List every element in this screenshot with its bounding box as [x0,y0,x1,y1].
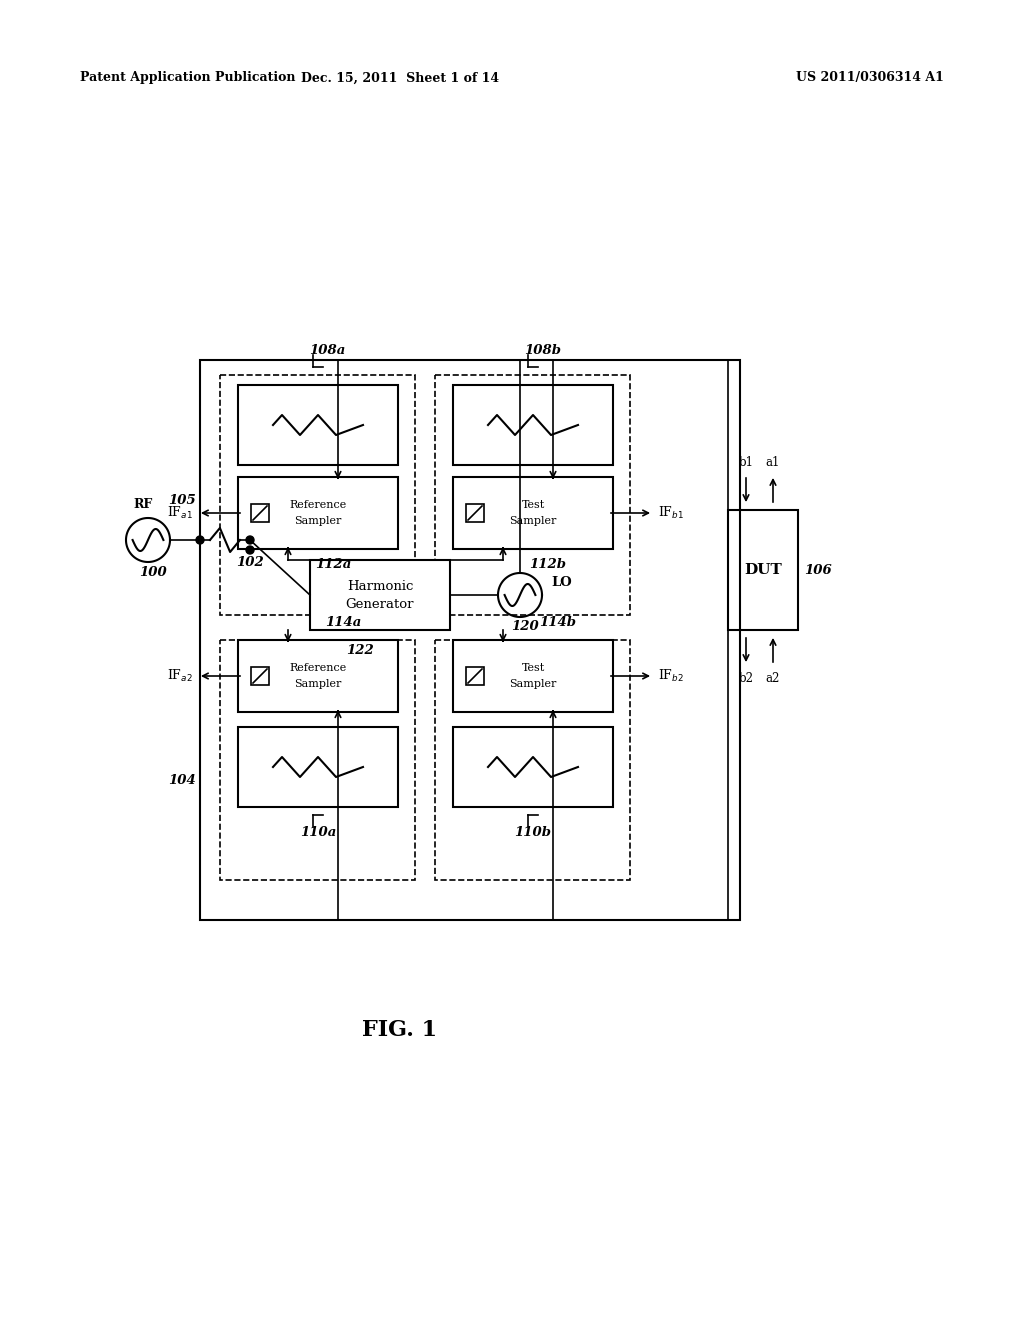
Bar [435,640,630,880]
Text: DUT: DUT [744,564,782,577]
Text: RF: RF [133,499,153,511]
Text: 108b: 108b [524,343,561,356]
Text: 114a: 114a [325,615,361,628]
Bar [220,640,415,880]
Text: Dec. 15, 2011  Sheet 1 of 14: Dec. 15, 2011 Sheet 1 of 14 [301,71,499,84]
Text: 110b: 110b [514,825,552,838]
Text: FIG. 1: FIG. 1 [362,1019,437,1041]
Text: 112a: 112a [314,557,351,570]
Text: a1: a1 [766,455,780,469]
Bar [466,504,484,521]
Circle shape [196,536,204,544]
Bar [238,640,398,711]
Text: 106: 106 [804,564,831,577]
Text: 105: 105 [168,494,196,507]
Text: Reference: Reference [290,663,347,673]
Text: Sampler: Sampler [294,516,342,525]
Text: 100: 100 [139,565,167,578]
Text: 104: 104 [168,774,196,787]
Bar [453,477,613,549]
Bar [238,727,398,807]
Text: Sampler: Sampler [509,678,557,689]
Text: IF$_{a1}$: IF$_{a1}$ [167,506,193,521]
Text: LO: LO [552,577,572,590]
Text: a2: a2 [766,672,780,685]
Bar [238,477,398,549]
Text: 122: 122 [346,644,374,656]
Text: b1: b1 [738,455,754,469]
Text: Sampler: Sampler [509,516,557,525]
Text: 108a: 108a [309,343,346,356]
Text: 102: 102 [237,556,264,569]
Text: IF$_{b1}$: IF$_{b1}$ [658,506,684,521]
Text: 110a: 110a [300,825,336,838]
Bar [251,504,269,521]
Bar [728,510,798,630]
Bar [238,385,398,465]
Text: Test: Test [521,500,545,510]
Bar [466,667,484,685]
Bar [453,640,613,711]
Text: Sampler: Sampler [294,678,342,689]
Bar [220,375,415,615]
Text: Generator: Generator [346,598,415,610]
Text: 114b: 114b [540,615,577,628]
Text: IF$_{a2}$: IF$_{a2}$ [167,668,193,684]
Text: Reference: Reference [290,500,347,510]
Bar [200,360,740,920]
Bar [251,667,269,685]
Bar [435,375,630,615]
Bar [453,727,613,807]
Text: IF$_{b2}$: IF$_{b2}$ [658,668,684,684]
Text: Harmonic: Harmonic [347,579,414,593]
Text: Test: Test [521,663,545,673]
Text: 112b: 112b [529,557,566,570]
Bar [453,385,613,465]
Text: b2: b2 [738,672,754,685]
Circle shape [246,546,254,554]
Bar [310,560,450,630]
Text: 120: 120 [511,620,539,634]
Text: Patent Application Publication: Patent Application Publication [80,71,296,84]
Text: US 2011/0306314 A1: US 2011/0306314 A1 [796,71,944,84]
Circle shape [246,536,254,544]
